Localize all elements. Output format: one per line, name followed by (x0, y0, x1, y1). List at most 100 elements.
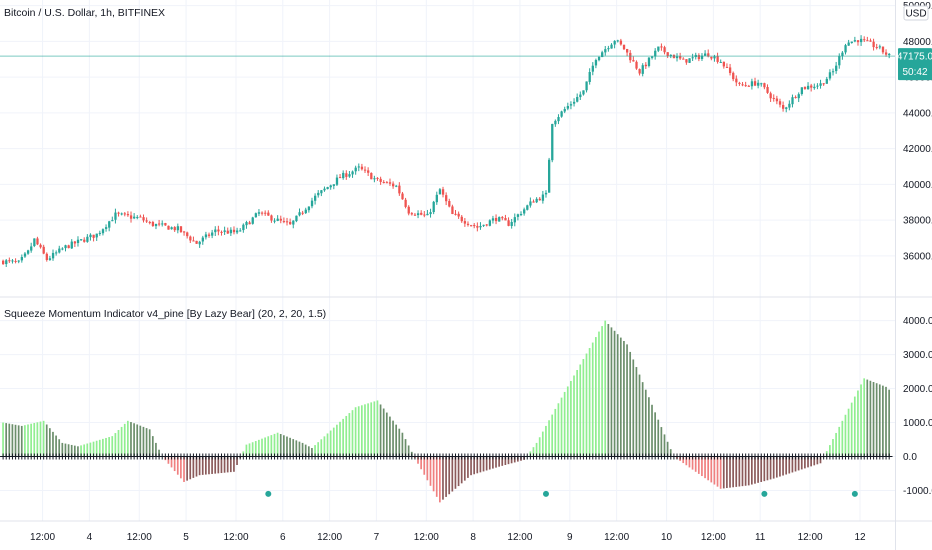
momentum-bar (170, 456, 173, 468)
candle (441, 186, 445, 198)
momentum-bar (638, 374, 641, 457)
candle-body (772, 97, 775, 99)
candle-body (491, 218, 495, 221)
candle-body (348, 174, 351, 177)
candle-body (317, 192, 320, 196)
momentum-bar (17, 425, 20, 457)
momentum-bar (354, 407, 357, 457)
indicator-pane[interactable] (0, 320, 893, 503)
candle-body (685, 59, 688, 63)
candle-body (279, 218, 282, 221)
candle (856, 40, 860, 46)
momentum-bar (27, 424, 29, 457)
candle-body (538, 198, 541, 201)
candle (363, 166, 367, 173)
candle (853, 36, 857, 43)
momentum-bar (264, 437, 266, 457)
candle (476, 222, 479, 232)
candle-body (36, 238, 39, 245)
momentum-bar (30, 423, 32, 457)
squeeze-release-dot (851, 490, 858, 497)
candle-body (816, 85, 819, 87)
momentum-bar (173, 456, 176, 472)
momentum-bar (361, 405, 363, 457)
candle-body (270, 215, 273, 221)
candle (813, 83, 816, 90)
candle-body (133, 216, 136, 219)
currency-button[interactable]: USD (903, 5, 929, 21)
candle-body (148, 222, 151, 224)
candle (39, 243, 42, 249)
candle (51, 249, 55, 261)
candle-body (33, 238, 36, 247)
candle (582, 90, 585, 96)
candle-body (844, 45, 847, 53)
candle (488, 219, 492, 227)
momentum-bar (24, 425, 26, 457)
symbol-legend[interactable]: Bitcoin / U.S. Dollar, 1h, BITFINEX (4, 7, 165, 19)
candle-body (338, 177, 342, 179)
candle-body (379, 178, 382, 182)
candle-body (850, 41, 853, 43)
candle-body (875, 47, 878, 49)
candle-body (86, 236, 89, 242)
candle-body (39, 244, 42, 248)
momentum-bar (14, 424, 17, 457)
candle (750, 78, 754, 90)
momentum-bar (267, 436, 270, 457)
candle-body (785, 107, 788, 109)
momentum-bar (292, 439, 295, 457)
candle-body (351, 171, 354, 175)
candle-body (45, 253, 48, 260)
time-axis[interactable]: 12:00 4 12:00 5 12:00 6 12:00 7 12:00 8 12:00 9 12:0… (30, 532, 866, 543)
momentum-bar (445, 456, 447, 497)
momentum-bar (607, 323, 610, 457)
momentum-bar (541, 431, 544, 457)
candle (55, 250, 58, 256)
candle-body (120, 213, 123, 215)
candle (226, 227, 229, 234)
momentum-bar (476, 456, 479, 474)
candle (847, 39, 850, 46)
candle (850, 41, 853, 44)
indicator-legend[interactable]: Squeeze Momentum Indicator v4_pine [By L… (4, 308, 326, 320)
momentum-bar (357, 406, 360, 457)
candle-body (139, 216, 142, 218)
momentum-bar (816, 456, 819, 465)
candle-body (822, 83, 825, 85)
candle-body (251, 217, 254, 224)
candle-body (23, 253, 27, 257)
candle (463, 218, 467, 227)
candle-body (872, 41, 875, 48)
price-axis[interactable]: 50000.048000.046000.044000.042000.040000… (903, 1, 932, 262)
price-tick-label: 36000.0 (903, 251, 932, 262)
indicator-axis[interactable]: 4000.0 3000.0 2000.0 1000.0 0.0 -1000.0 (903, 316, 932, 497)
candle (860, 35, 863, 46)
momentum-bar (442, 456, 444, 500)
candle-body (410, 213, 414, 215)
candle (158, 219, 161, 227)
candle (666, 52, 669, 59)
candle-body (532, 201, 535, 203)
momentum-bar (201, 456, 204, 475)
momentum-bar (133, 423, 135, 457)
candle (398, 182, 401, 196)
candle-body (176, 226, 180, 231)
candle (101, 228, 105, 236)
candle (176, 223, 180, 234)
candle (289, 218, 292, 225)
candle-body (189, 236, 192, 241)
momentum-bar (766, 456, 769, 481)
candle (732, 71, 735, 82)
candle-body (519, 214, 523, 216)
candle-body (236, 230, 239, 233)
candle-body (563, 109, 566, 112)
candle (36, 236, 39, 246)
momentum-bar (155, 442, 157, 457)
momentum-bar (576, 369, 578, 457)
price-pane[interactable] (0, 35, 895, 267)
candle (376, 177, 379, 181)
momentum-bar (878, 384, 881, 457)
candle-body (847, 42, 850, 46)
